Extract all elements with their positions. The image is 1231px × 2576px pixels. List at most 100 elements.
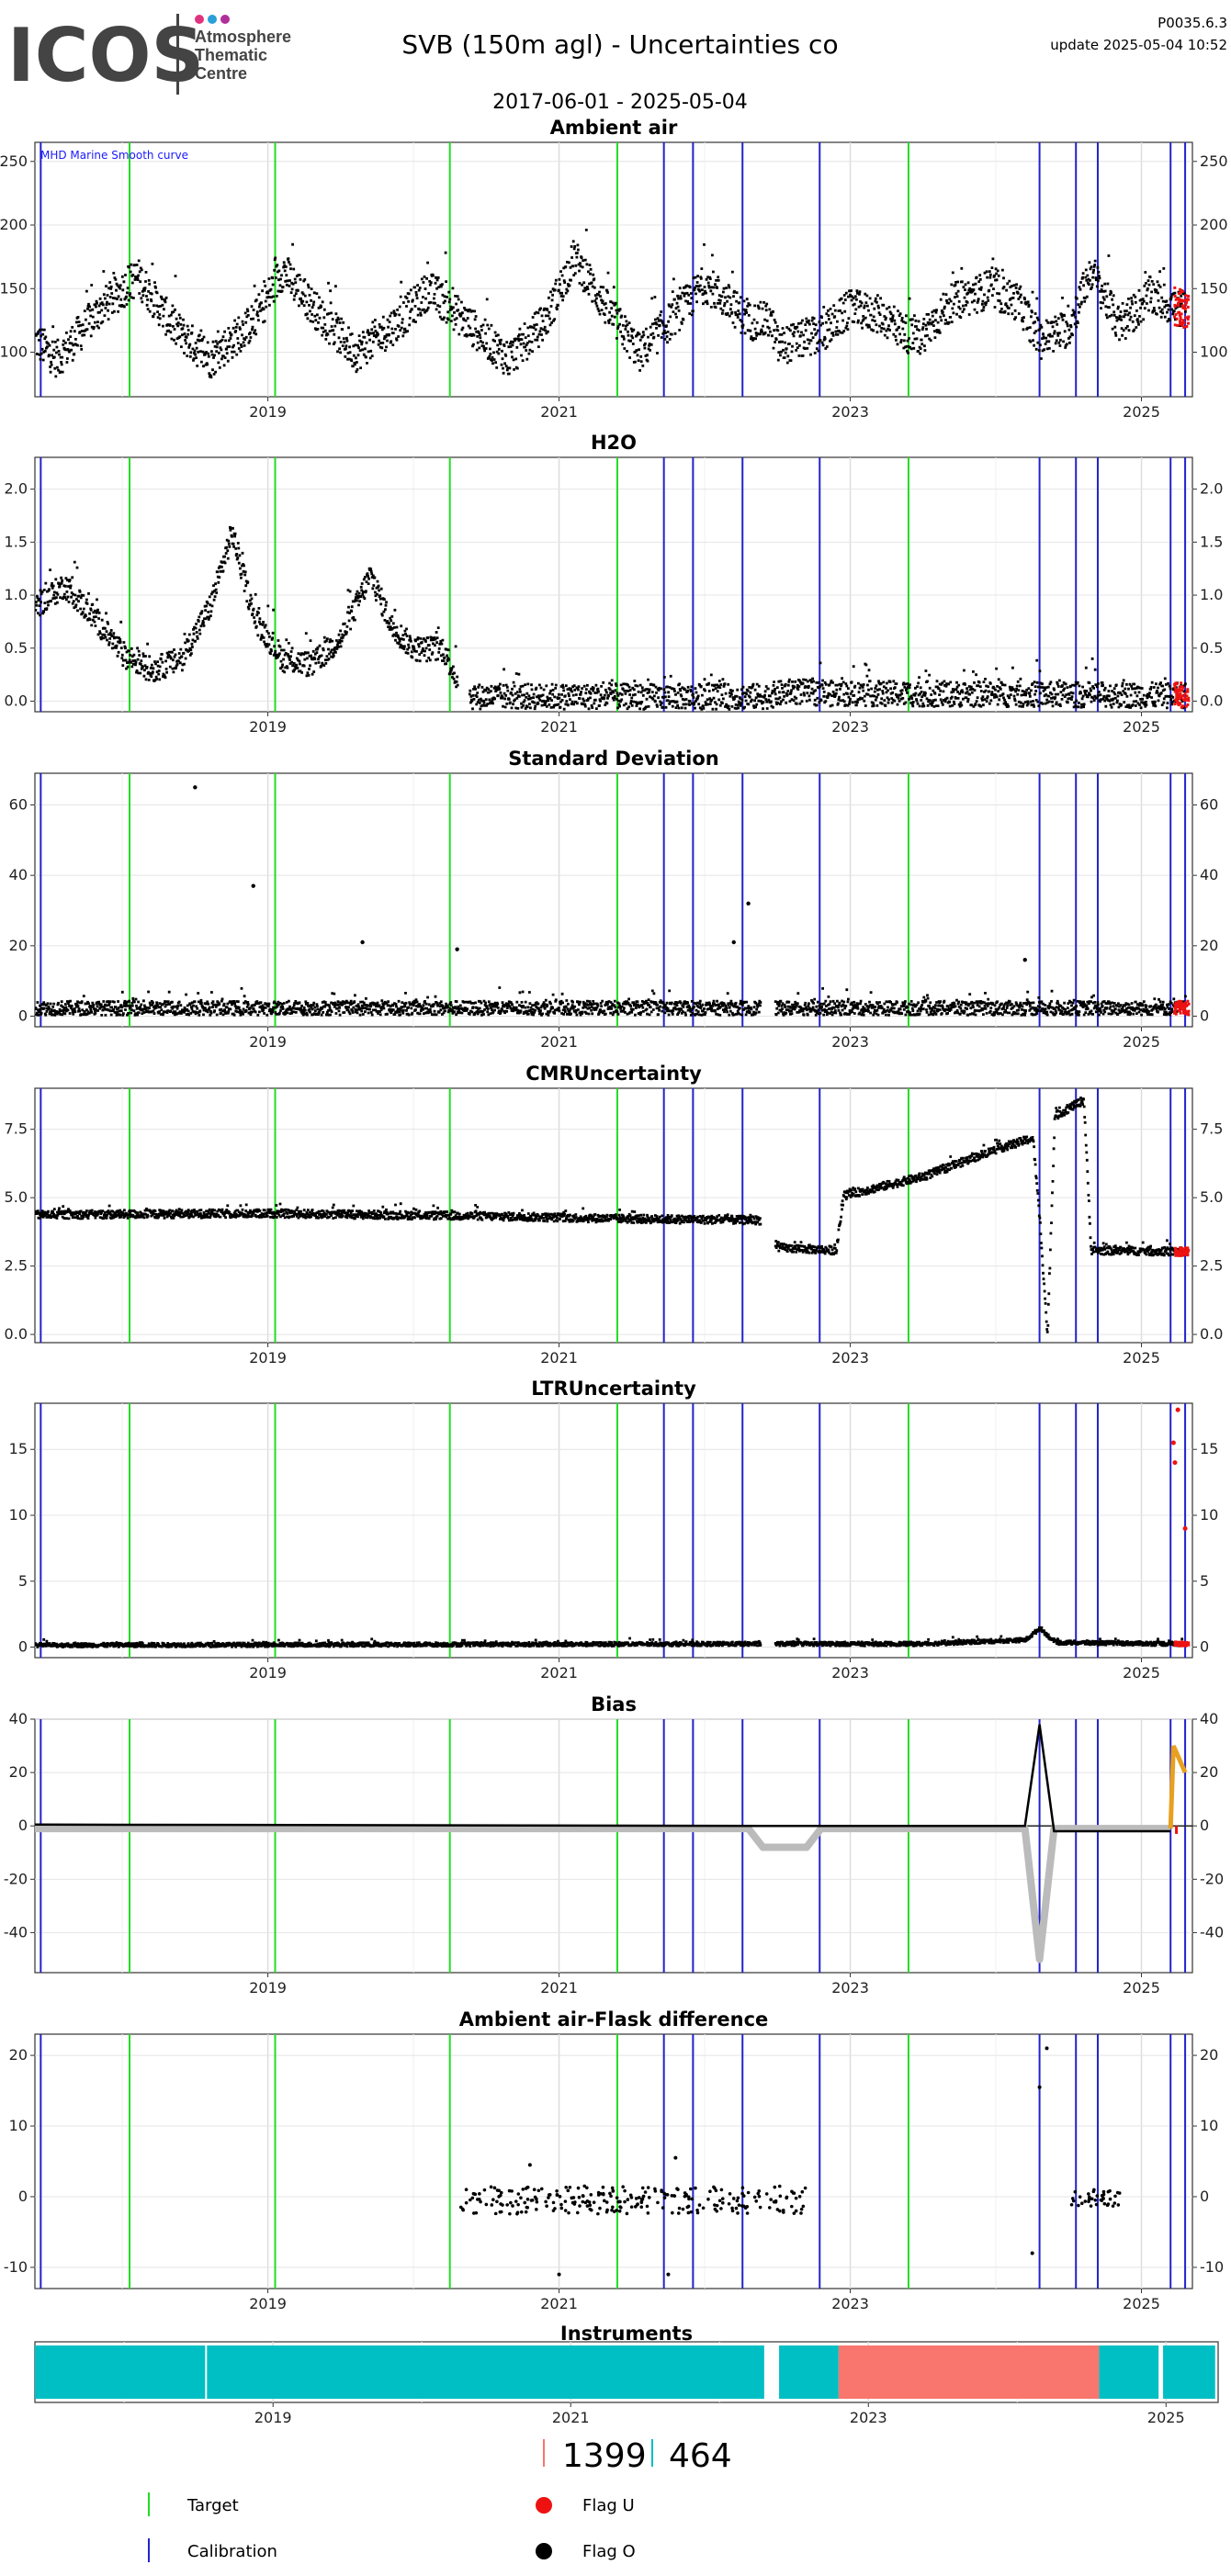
y-tick-label: 20 bbox=[9, 937, 28, 954]
version-label: P0035.6.3 bbox=[1158, 15, 1227, 31]
x-tick-label: 2023 bbox=[831, 1349, 869, 1367]
plot-area bbox=[34, 141, 1193, 398]
flag-u-point bbox=[1175, 1407, 1180, 1412]
plot-area bbox=[34, 456, 1193, 713]
series-group bbox=[458, 2046, 1122, 2277]
flask-diff-point bbox=[604, 2200, 609, 2204]
data-points bbox=[35, 1625, 1187, 1648]
flask-diff-point bbox=[752, 2195, 757, 2199]
flask-diff-point bbox=[634, 2205, 638, 2209]
outlier-point bbox=[527, 2163, 532, 2167]
flask-diff-point bbox=[509, 2200, 513, 2205]
series-group bbox=[35, 785, 1191, 1017]
x-tick-label: 2025 bbox=[1123, 2295, 1160, 2312]
flask-diff-point bbox=[464, 2200, 469, 2205]
x-tick-label: 2019 bbox=[249, 1664, 287, 1682]
flask-diff-point bbox=[794, 2196, 798, 2200]
flask-diff-point bbox=[470, 2196, 475, 2200]
flask-diff-point bbox=[525, 2198, 530, 2201]
flask-diff-point bbox=[713, 2203, 717, 2207]
flask-diff-point bbox=[577, 2195, 582, 2199]
flask-diff-point bbox=[1108, 2188, 1112, 2193]
flask-diff-point bbox=[476, 2198, 480, 2201]
curve-annotation: MHD Marine Smooth curve bbox=[40, 149, 188, 162]
flask-diff-point bbox=[757, 2194, 762, 2199]
flask-diff-point bbox=[662, 2196, 667, 2199]
outlier-point bbox=[251, 883, 255, 888]
flask-diff-point bbox=[617, 2209, 622, 2213]
flask-diff-point bbox=[559, 2202, 563, 2207]
flask-diff-point bbox=[516, 2192, 521, 2196]
flask-diff-point bbox=[639, 2197, 644, 2201]
flask-diff-point bbox=[681, 2207, 685, 2211]
logo-line-2: Thematic bbox=[195, 46, 267, 64]
y-tick-label: 0 bbox=[18, 1638, 28, 1656]
legend-flag-o-marker bbox=[536, 2543, 552, 2559]
flask-diff-point bbox=[697, 2203, 702, 2207]
flask-diff-point bbox=[769, 2198, 774, 2201]
flag-u-points bbox=[1173, 1640, 1191, 1648]
flask-diff-point bbox=[1073, 2189, 1078, 2194]
flask-diff-point bbox=[1087, 2199, 1090, 2204]
y-tick-label-right: 0.0 bbox=[1200, 692, 1223, 709]
y-tick-label-right: 0.5 bbox=[1200, 639, 1223, 657]
x-tick-label: 2021 bbox=[540, 1033, 578, 1051]
flask-diff-point bbox=[563, 2209, 568, 2212]
flask-diff-point bbox=[592, 2200, 596, 2205]
y-tick-label-right: 20 bbox=[1200, 1763, 1218, 1781]
flask-diff-point bbox=[1092, 2188, 1096, 2192]
flag-u-points bbox=[1173, 999, 1191, 1017]
bias-series-black bbox=[35, 1724, 1171, 1833]
y-tick-label: 100 bbox=[0, 343, 28, 361]
count-marker-1 bbox=[543, 2439, 545, 2467]
flask-diff-point bbox=[529, 2199, 534, 2202]
y-tick-label: 7.5 bbox=[5, 1120, 28, 1138]
bias-series-gray bbox=[35, 1825, 1171, 1963]
flask-diff-point bbox=[688, 2187, 693, 2191]
y-tick-label: 2.5 bbox=[5, 1257, 28, 1275]
flask-diff-point bbox=[706, 2197, 710, 2201]
x-tick-label: 2025 bbox=[1123, 1033, 1160, 1051]
flask-diff-point bbox=[801, 2204, 806, 2209]
y-tick-label: 0.5 bbox=[5, 639, 28, 657]
flask-diff-point bbox=[641, 2194, 646, 2199]
data-points bbox=[35, 229, 1187, 379]
flask-diff-point bbox=[777, 2184, 782, 2188]
y-tick-label: 5.0 bbox=[5, 1188, 28, 1206]
flask-diff-point bbox=[532, 2188, 536, 2192]
flask-diff-point bbox=[653, 2189, 658, 2193]
flask-diff-point bbox=[555, 2193, 559, 2197]
flask-diff-point bbox=[1087, 2192, 1090, 2196]
flask-diff-point bbox=[1093, 2198, 1098, 2202]
flask-diff-point bbox=[715, 2203, 719, 2208]
y-tick-label-right: 2.0 bbox=[1200, 480, 1223, 498]
y-tick-label-right: 250 bbox=[1200, 152, 1228, 170]
y-tick-label: 0 bbox=[18, 2188, 28, 2205]
y-tick-label-right: 200 bbox=[1200, 216, 1228, 233]
flask-diff-point bbox=[778, 2194, 783, 2199]
y-tick-label: -10 bbox=[4, 2258, 28, 2276]
panel-title: CMRUncertainty bbox=[525, 1063, 702, 1085]
x-tick-label: 2025 bbox=[1123, 403, 1160, 421]
logo-line-1: Atmosphere bbox=[195, 28, 291, 46]
flask-diff-point bbox=[519, 2196, 523, 2200]
flask-diff-point bbox=[551, 2209, 556, 2212]
y-tick-label-right: -20 bbox=[1200, 1870, 1224, 1887]
y-tick-label-right: 0 bbox=[1200, 1007, 1209, 1025]
flag-u-points bbox=[1173, 286, 1191, 329]
flask-diff-point bbox=[585, 2186, 589, 2190]
flask-diff-point bbox=[564, 2185, 568, 2189]
flask-diff-point bbox=[495, 2199, 499, 2204]
series-group bbox=[35, 1407, 1191, 1648]
flask-diff-point bbox=[493, 2211, 498, 2216]
flask-diff-point bbox=[758, 2205, 762, 2210]
flask-diff-point bbox=[772, 2199, 776, 2204]
flask-diff-point bbox=[505, 2203, 509, 2207]
flask-diff-point bbox=[708, 2189, 712, 2194]
flask-diff-point bbox=[730, 2206, 734, 2210]
outlier-point bbox=[673, 2155, 678, 2160]
y-tick-label-right: -40 bbox=[1200, 1923, 1224, 1940]
y-tick-label-right: 1.0 bbox=[1200, 586, 1223, 603]
flask-diff-point bbox=[566, 2188, 570, 2193]
